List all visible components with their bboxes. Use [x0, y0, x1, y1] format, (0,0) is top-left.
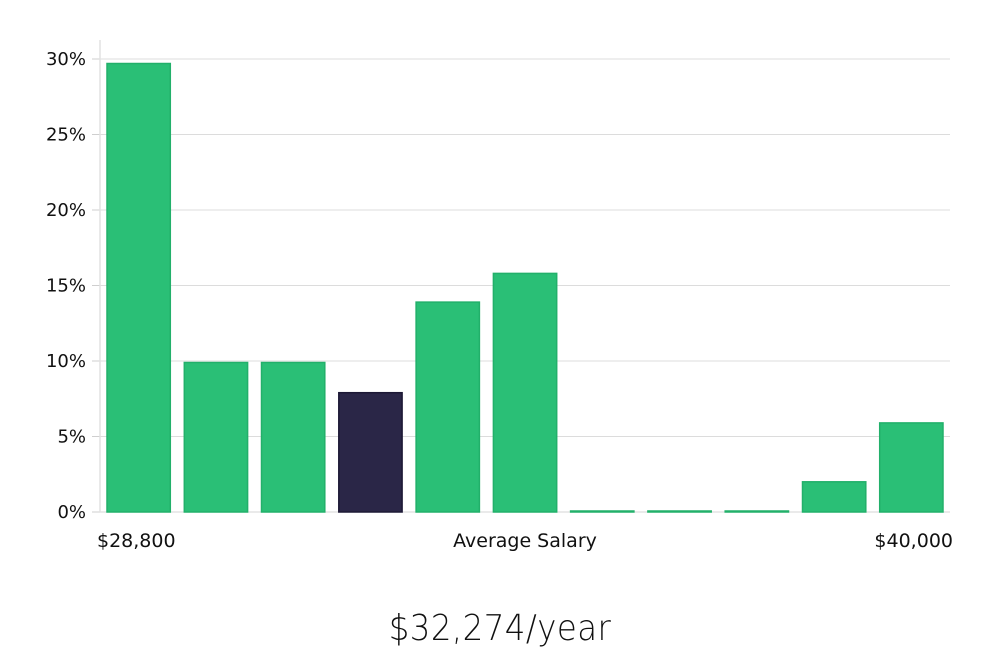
bar: [801, 481, 867, 513]
bar: [415, 301, 481, 513]
x-max-label: $40,000: [874, 530, 953, 552]
bar: [569, 510, 635, 513]
y-tick-label: 10%: [46, 351, 86, 372]
bar: [647, 510, 712, 513]
y-tick-label: 25%: [46, 125, 86, 146]
y-tick-label: 20%: [46, 200, 86, 221]
bar: [878, 422, 944, 513]
y-tick-label: 30%: [46, 49, 86, 70]
salary-distribution-chart: 0% 5% 10% 15% 20% 25% 30% $28,800 Average Sala…: [46, 40, 953, 552]
x-min-label: $28,800: [97, 530, 176, 552]
y-tick-label: 5%: [57, 427, 86, 448]
bar: [106, 62, 172, 513]
y-tick-label: 15%: [46, 276, 86, 297]
bar: [724, 510, 790, 513]
y-tick-label: 0%: [57, 502, 86, 523]
y-axis-ticks: 0% 5% 10% 15% 20% 25% 30%: [46, 49, 100, 523]
bar: [492, 272, 558, 513]
x-axis-title: Average Salary: [453, 530, 597, 552]
average-salary-value: $32,274/year: [388, 608, 612, 649]
bar: [183, 361, 249, 513]
bar-highlighted: [338, 391, 403, 513]
bar: [260, 361, 326, 513]
bars: [106, 62, 944, 513]
